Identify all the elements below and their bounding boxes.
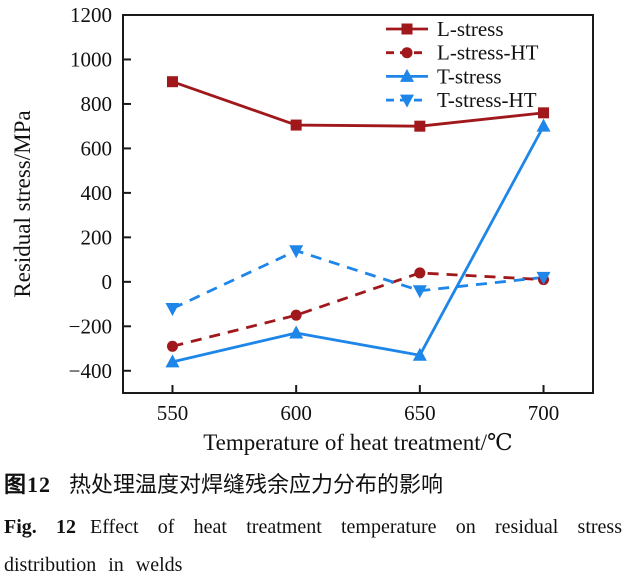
caption-en-label: Fig. 12: [4, 516, 77, 538]
caption-en: Fig. 12 Effect of heat treatment temperat…: [4, 508, 622, 584]
plot-border: [122, 14, 594, 394]
legend-marker-L-stress: [401, 23, 413, 35]
y-tick-label-1200: 1200: [70, 3, 112, 27]
series-line-L-stress-HT: [172, 271, 544, 348]
y-tick-label-600: 600: [81, 136, 113, 160]
marker-T-stress-700: [536, 118, 551, 132]
marker-L-stress-550: [166, 76, 178, 88]
legend-label-T-stress-HT: T-stress-HT: [437, 88, 537, 112]
series-line-T-stress-HT: [171, 249, 544, 310]
marker-L-stress-700: [538, 107, 550, 119]
series-line-L-stress: [172, 80, 544, 128]
y-tick-label--400: −400: [69, 359, 112, 383]
x-tick-label-600: 600: [280, 401, 312, 425]
marker-L-stress-HT-550: [166, 340, 178, 352]
y-tick-label-1000: 1000: [70, 47, 112, 71]
y-tick-label--200: −200: [69, 314, 112, 338]
marker-T-stress-HT-700: [536, 271, 551, 285]
caption-zh-label: 图12: [4, 472, 52, 497]
marker-T-stress-550: [165, 354, 180, 368]
x-axis-label: Temperature of heat treatment/℃: [203, 430, 513, 455]
y-tick-label-800: 800: [81, 92, 113, 116]
x-tick-label-650: 650: [404, 401, 436, 425]
chart: −400 −200 0 200 400 600 800 1000 1200 550 600 650 70…: [10, 3, 594, 455]
marker-T-stress-HT-650: [412, 285, 427, 299]
legend-marker-T-stress: [400, 68, 414, 82]
y-tick-label-0: 0: [102, 270, 113, 294]
caption-zh-text: 热处理温度对焊缝残余应力分布的影响: [69, 472, 444, 497]
chart-svg: −400 −200 0 200 400 600 800 1000 1200 550 600 650 70…: [10, 3, 594, 455]
x-tick-label-550: 550: [157, 401, 189, 425]
marker-T-stress-HT-600: [289, 245, 304, 259]
series-line-T-stress: [172, 125, 545, 364]
y-tick-label-400: 400: [81, 181, 113, 205]
legend-label-T-stress: T-stress: [437, 64, 502, 88]
marker-L-stress-600: [290, 119, 302, 131]
marker-L-stress-HT-650: [414, 267, 426, 279]
y-axis-label: Residual stress/MPa: [10, 110, 35, 297]
marker-T-stress-650: [412, 347, 427, 361]
legend-label-L-stress: L-stress: [437, 17, 504, 41]
marker-L-stress-HT-600: [290, 309, 302, 321]
y-tick-label-200: 200: [81, 225, 113, 249]
marker-T-stress-HT-550: [165, 303, 180, 317]
figure-caption: 图12 热处理温度对焊缝残余应力分布的影响 Fig. 12 Effect of he…: [4, 468, 622, 584]
legend-marker-T-stress-HT: [400, 94, 414, 108]
marker-L-stress-650: [414, 120, 426, 132]
legend-label-L-stress-HT: L-stress-HT: [437, 41, 539, 65]
marker-T-stress-600: [289, 325, 304, 339]
caption-en-text: Effect of heat treatment temperature on …: [4, 516, 622, 576]
x-tick-label-700: 700: [528, 401, 560, 425]
legend-marker-L-stress-HT: [401, 47, 413, 59]
caption-zh: 图12 热处理温度对焊缝残余应力分布的影响: [4, 468, 622, 502]
